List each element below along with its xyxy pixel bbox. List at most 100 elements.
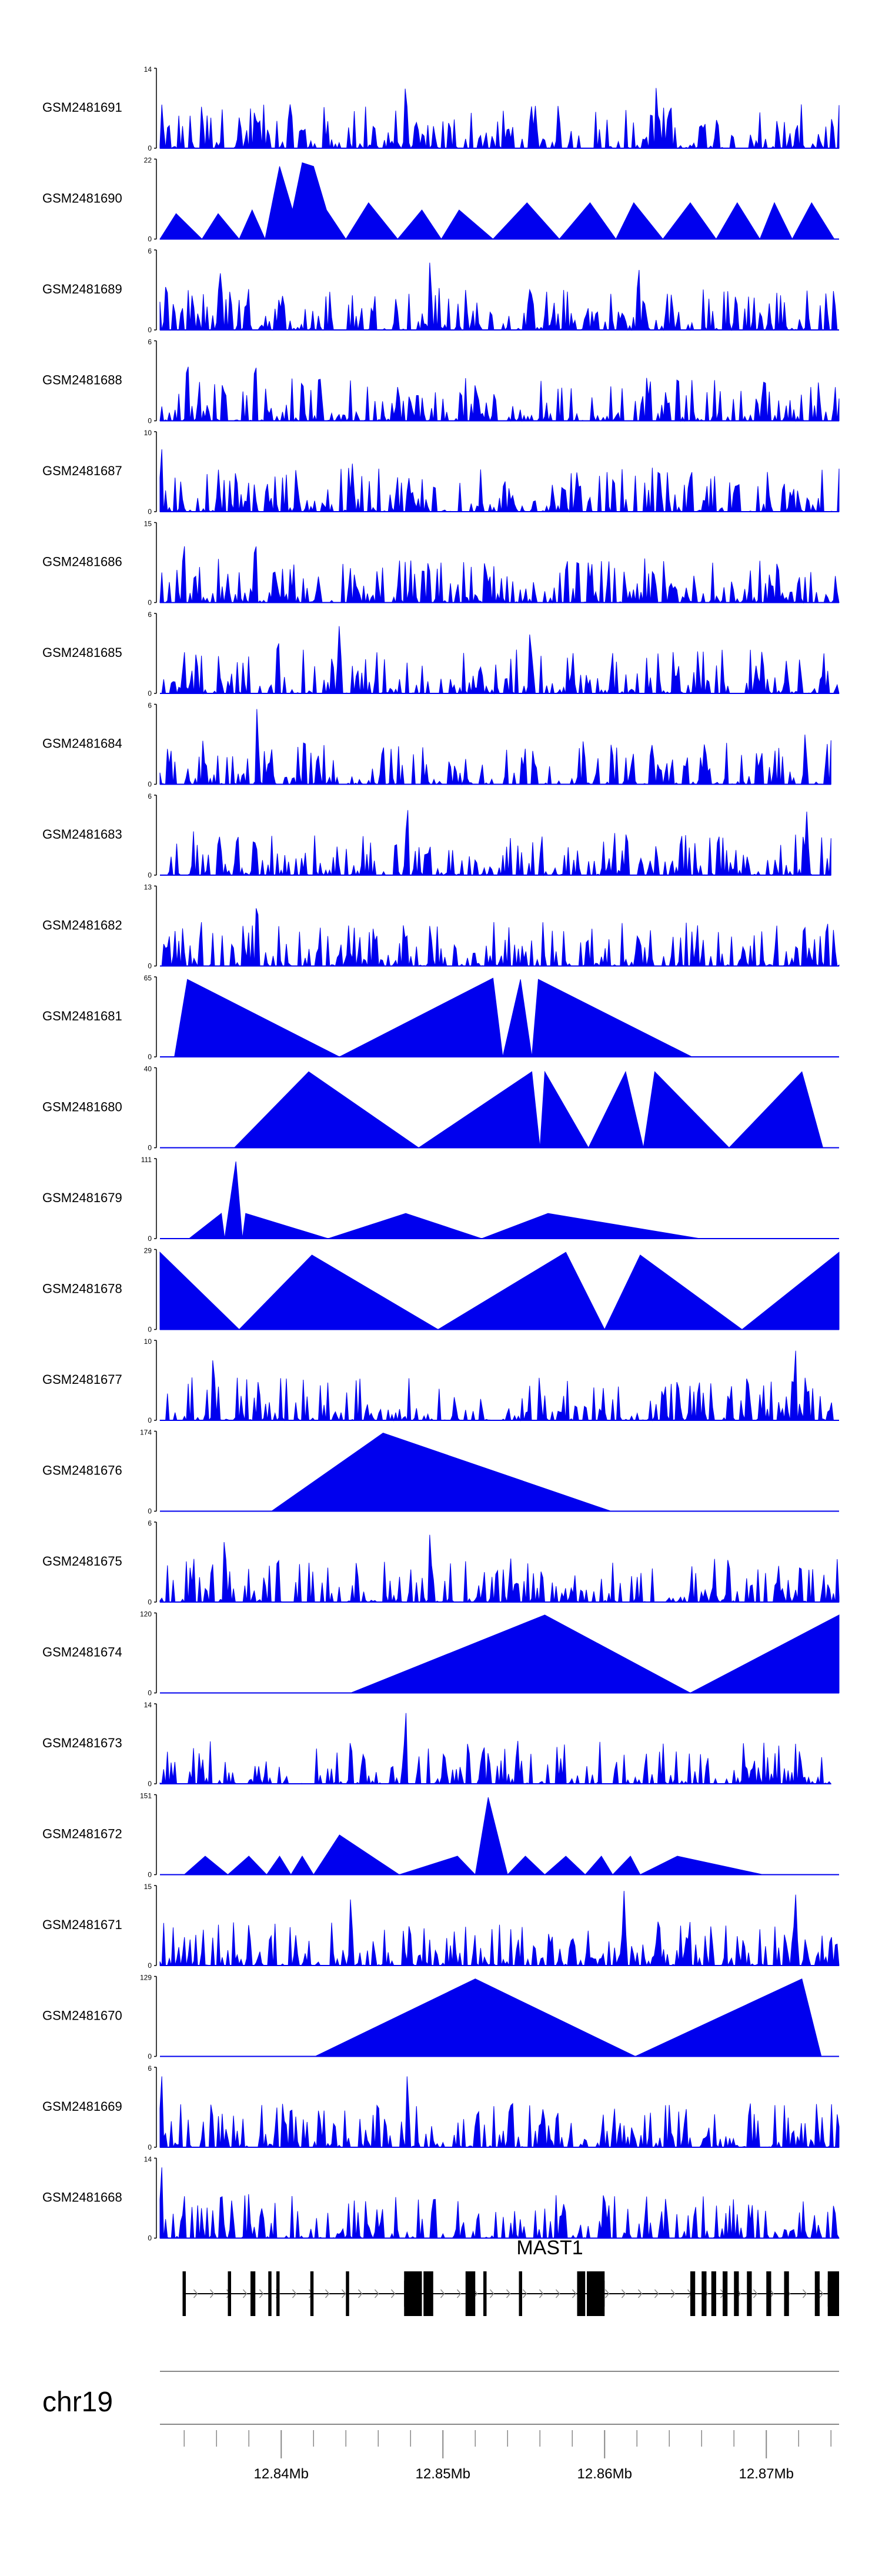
track-ymin-label: 0	[148, 1326, 152, 1334]
track-ymax-label: 6	[148, 1519, 152, 1527]
track-ymin-label: 0	[148, 2053, 152, 2061]
axis-tick-label: 12.87Mb	[739, 2466, 794, 2482]
track-coverage-area	[174, 977, 692, 1057]
track-ymax-label: 6	[148, 792, 152, 800]
track-label: GSM2481689	[42, 282, 122, 296]
track-GSM2481678: GSM2481678 29 0	[42, 1247, 840, 1334]
track-ymax-label: 174	[140, 1429, 152, 1437]
track-label: GSM2481675	[42, 1554, 122, 1569]
track-ymax-label: 40	[144, 1065, 152, 1073]
track-ymax-label: 111	[141, 1156, 152, 1164]
track-ymin-label: 0	[148, 1144, 152, 1152]
track-GSM2481676: GSM2481676 174 0	[42, 1429, 839, 1516]
strand-arrow	[539, 2289, 544, 2298]
genome-axis: 12.84Mb 12.85Mb 12.86Mb 12.87Mb	[160, 2424, 839, 2482]
track-ymin-label: 0	[148, 599, 152, 607]
track-ymin-label: 0	[148, 1507, 152, 1516]
track-coverage-area	[160, 908, 840, 967]
strand-arrow	[506, 2289, 511, 2298]
strand-arrow	[390, 2289, 396, 2298]
track-GSM2481691: GSM2481691 14 0	[42, 65, 840, 152]
track-GSM2481669: GSM2481669 6 0	[42, 2064, 840, 2151]
track-coverage-area	[159, 262, 839, 331]
strand-arrow	[489, 2289, 495, 2298]
track-label: GSM2481671	[42, 1917, 122, 1932]
track-coverage-area	[315, 1978, 822, 2057]
track-GSM2481679: GSM2481679 111 0	[42, 1156, 839, 1243]
gene-name-label: MAST1	[516, 2237, 583, 2259]
track-ymin-label: 0	[148, 1416, 152, 1424]
track-coverage-area	[159, 366, 840, 422]
strand-arrow	[637, 2289, 643, 2298]
track-GSM2481674: GSM2481674 120 0	[42, 1610, 840, 1697]
track-label: GSM2481685	[42, 645, 122, 660]
strand-arrow	[621, 2289, 626, 2298]
gene-exon	[784, 2271, 789, 2316]
track-GSM2481688: GSM2481688 6 0	[42, 338, 840, 425]
track-ymin-label: 0	[148, 1234, 152, 1243]
data-tracks: GSM2481691140GSM2481690220GSM248168960GS…	[42, 65, 840, 2243]
track-ymax-label: 14	[144, 65, 152, 74]
track-ymin-label: 0	[148, 326, 152, 334]
track-label: GSM2481677	[42, 1372, 122, 1387]
gene-exon-thick	[827, 2281, 839, 2307]
track-coverage-area	[188, 1161, 700, 1239]
gene-exon	[747, 2271, 752, 2316]
track-ymin-label: 0	[148, 1871, 152, 1879]
gene-exon	[483, 2271, 487, 2316]
track-ymin-label: 0	[148, 780, 152, 789]
strand-arrow	[440, 2289, 445, 2298]
strand-arrow	[654, 2289, 659, 2298]
gene-exon-thick	[404, 2281, 422, 2307]
chromosome-label: chr19	[42, 2387, 113, 2418]
gene-exon	[423, 2271, 433, 2316]
track-coverage-area	[270, 1433, 612, 1511]
track-GSM2481687: GSM2481687 10 0	[42, 429, 840, 516]
strand-arrow	[456, 2289, 462, 2298]
track-ymax-label: 6	[148, 2064, 152, 2073]
track-coverage-area	[183, 1797, 763, 1876]
gene-exon	[250, 2271, 256, 2316]
track-coverage-area	[159, 1350, 839, 1422]
track-ymin-label: 0	[148, 871, 152, 879]
track-ymin-label: 0	[148, 144, 152, 152]
track-ymin-label: 0	[148, 417, 152, 425]
strand-arrow	[358, 2289, 363, 2298]
track-label: GSM2481690	[42, 191, 122, 206]
strand-arrow	[522, 2289, 527, 2298]
track-GSM2481673: GSM2481673 14 0	[42, 1701, 832, 1788]
track-ymin-label: 0	[148, 962, 152, 970]
strand-arrow	[193, 2289, 198, 2298]
chromosome-ideogram: chr19	[42, 2371, 839, 2425]
track-coverage-area	[160, 810, 831, 876]
track-label: GSM2481681	[42, 1009, 122, 1023]
track-coverage-area	[160, 626, 840, 695]
track-ymin-label: 0	[148, 2234, 152, 2243]
track-coverage-area	[159, 1891, 840, 1967]
track-label: GSM2481676	[42, 1463, 122, 1478]
track-label: GSM2481691	[42, 100, 122, 115]
gene-exon	[346, 2271, 349, 2316]
track-ymin-label: 0	[148, 1689, 152, 1697]
gene-exon	[577, 2271, 586, 2316]
track-label: GSM2481680	[42, 1100, 122, 1115]
track-GSM2481684: GSM2481684 6 0	[42, 702, 831, 789]
track-GSM2481670: GSM2481670 129 0	[42, 1974, 839, 2061]
gene-exon	[519, 2271, 522, 2316]
gene-exon	[723, 2271, 728, 2316]
track-coverage-area	[159, 162, 835, 241]
axis-tick-label: 12.85Mb	[416, 2466, 470, 2482]
track-ymax-label: 14	[144, 2155, 152, 2164]
gene-exon	[734, 2271, 739, 2316]
strand-arrow	[555, 2289, 560, 2298]
track-ymax-label: 6	[148, 702, 152, 710]
track-ymax-label: 15	[144, 1883, 152, 1891]
strand-arrow	[341, 2289, 346, 2298]
track-GSM2481671: GSM2481671 15 0	[42, 1883, 840, 1970]
gene-exon-thick	[587, 2281, 605, 2307]
strand-arrow	[292, 2289, 297, 2298]
track-ymin-label: 0	[148, 235, 152, 243]
track-GSM2481685: GSM2481685 6 0	[42, 610, 840, 698]
track-label: GSM2481688	[42, 373, 122, 388]
track-label: GSM2481686	[42, 555, 122, 569]
